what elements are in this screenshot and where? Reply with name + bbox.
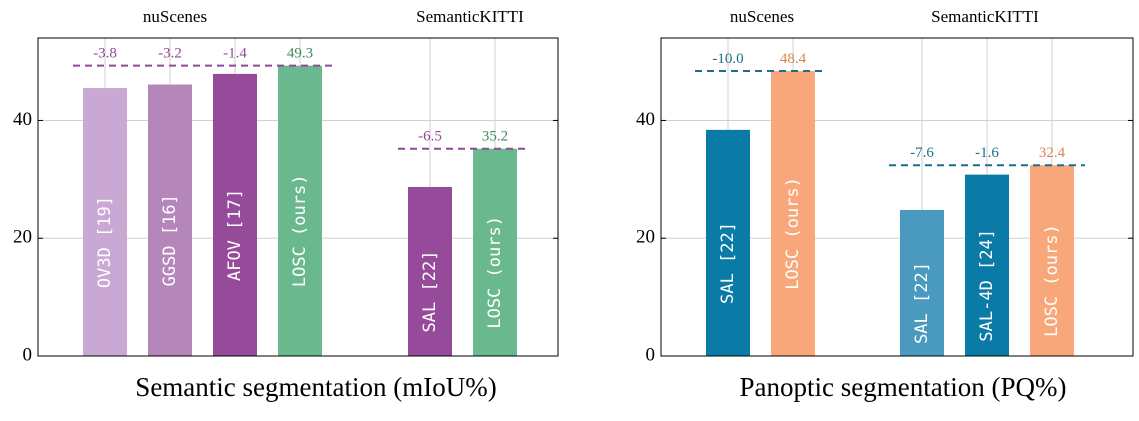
bar-label: LOSC (ours) bbox=[485, 216, 505, 329]
data-label: 32.4 bbox=[1039, 145, 1066, 161]
bar bbox=[1030, 165, 1074, 356]
y-tick-label: 20 bbox=[13, 227, 32, 248]
data-label: 35.2 bbox=[482, 129, 508, 145]
data-label: -1.4 bbox=[223, 46, 247, 62]
data-label: -1.6 bbox=[975, 145, 999, 161]
plot-frame bbox=[660, 37, 1134, 357]
bar bbox=[408, 186, 452, 356]
group-label: SemanticKITTI bbox=[416, 7, 524, 26]
group-label: nuScenes bbox=[143, 7, 207, 26]
plot-frame bbox=[37, 37, 559, 357]
bar bbox=[83, 88, 127, 357]
data-label: 48.4 bbox=[780, 51, 807, 67]
bar bbox=[473, 148, 517, 356]
chart-title: Semantic segmentation (mIoU%) bbox=[135, 372, 496, 402]
data-label: -6.5 bbox=[418, 129, 442, 145]
bar-label: AFOV [17] bbox=[225, 189, 245, 281]
bar bbox=[900, 209, 944, 356]
bar-label: SAL [22] bbox=[718, 222, 738, 304]
bar bbox=[965, 174, 1009, 356]
bar bbox=[771, 70, 815, 356]
bar-label: SAL [22] bbox=[912, 262, 932, 344]
bar-label: LOSC (ours) bbox=[1042, 224, 1062, 337]
bar bbox=[706, 129, 750, 356]
data-label: -3.8 bbox=[93, 46, 117, 62]
bar bbox=[148, 84, 192, 357]
data-label: -3.2 bbox=[158, 46, 182, 62]
data-label: 49.3 bbox=[287, 46, 313, 62]
bar-label: LOSC (ours) bbox=[290, 175, 310, 288]
bar bbox=[278, 65, 322, 356]
y-tick-label: 40 bbox=[13, 109, 32, 130]
data-label: -7.6 bbox=[910, 145, 934, 161]
group-label: nuScenes bbox=[730, 7, 794, 26]
bar-label: SAL [22] bbox=[420, 251, 440, 333]
chart-title: Panoptic segmentation (PQ%) bbox=[740, 372, 1067, 402]
y-tick-label: 0 bbox=[23, 344, 33, 365]
bar-label: LOSC (ours) bbox=[783, 177, 803, 290]
bar bbox=[213, 73, 257, 356]
bar-label: OV3D [19] bbox=[95, 196, 115, 288]
y-tick-label: 20 bbox=[636, 227, 655, 248]
bar-label: SAL-4D [24] bbox=[977, 229, 997, 342]
group-label: SemanticKITTI bbox=[931, 7, 1039, 26]
y-tick-label: 40 bbox=[636, 109, 655, 130]
y-tick-label: 0 bbox=[646, 344, 656, 365]
bar-label: GGSD [16] bbox=[160, 194, 180, 286]
data-label: -10.0 bbox=[712, 51, 743, 67]
